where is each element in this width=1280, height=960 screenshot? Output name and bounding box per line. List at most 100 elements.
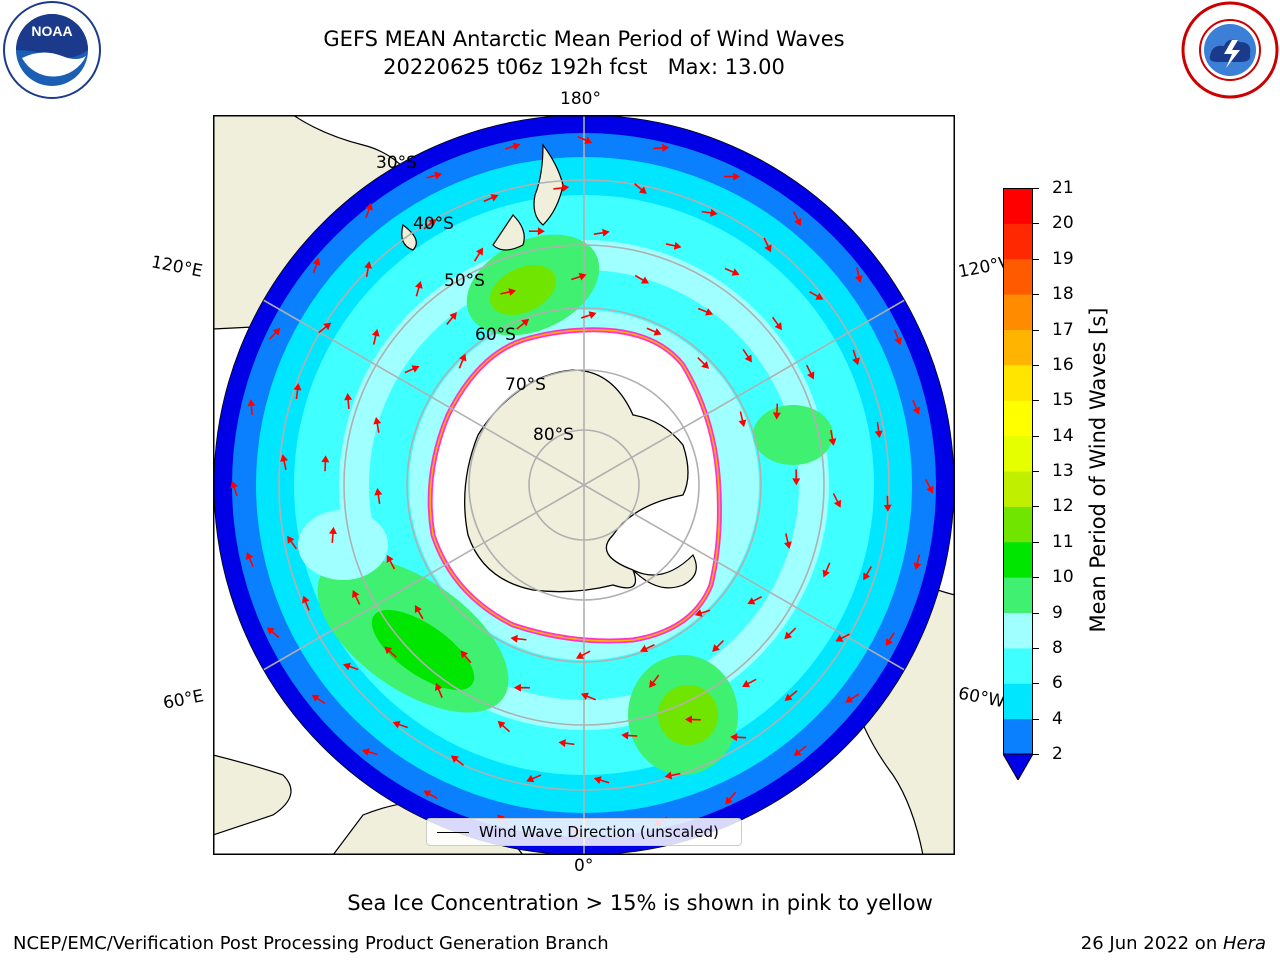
wind-wave-arrow <box>460 650 472 664</box>
colorbar-tick-mark <box>1033 683 1039 685</box>
colorbar-segment <box>1003 577 1033 613</box>
colorbar-segment <box>1003 188 1033 224</box>
lon-label-0: 0° <box>574 856 594 876</box>
wind-wave-arrow <box>312 257 321 274</box>
wind-wave-arrow <box>553 183 570 192</box>
colorbar-segment <box>1003 258 1033 295</box>
wind-wave-arrow <box>742 678 757 688</box>
wind-wave-arrow <box>423 790 438 800</box>
wind-wave-arrow <box>912 399 921 415</box>
wind-wave-arrow <box>664 771 681 780</box>
lon-label-60w: 60°W <box>956 683 1007 713</box>
colorbar-tick-mark <box>1033 223 1039 225</box>
wind-wave-arrow <box>516 318 530 330</box>
wind-wave-arrow <box>230 480 238 497</box>
lon-label-180: 180° <box>560 89 601 109</box>
wind-wave-arrow <box>280 454 288 471</box>
wind-wave-arrow <box>822 562 831 578</box>
wind-wave-arrow <box>500 288 517 296</box>
credit-host: Hera <box>1222 933 1266 954</box>
colorbar-tick-mark <box>1033 329 1039 331</box>
wind-wave-arrow <box>373 416 382 433</box>
colorbar-tick-label: 14 <box>1052 425 1074 446</box>
wind-wave-arrow <box>504 142 521 151</box>
sea-ice-note: Sea Ice Concentration > 15% is shown in … <box>347 891 933 915</box>
wind-wave-arrow <box>742 348 752 363</box>
colorbar-segment <box>1003 223 1033 260</box>
wind-wave-arrow <box>893 329 902 346</box>
wind-wave-arrow <box>725 791 737 805</box>
chart-subtitle: 20220625 t06z 192h fcst Max: 13.00 <box>383 55 785 79</box>
wind-wave-arrow <box>793 745 807 757</box>
wind-wave-arrow <box>352 589 361 605</box>
wind-wave-arrow <box>404 365 420 374</box>
colorbar-tick-label: 15 <box>1052 390 1074 411</box>
wind-wave-arrow <box>730 733 747 742</box>
colorbar-tick-label: 11 <box>1052 531 1074 552</box>
wind-wave-arrow <box>771 316 782 331</box>
colorbar-tick-label: 2 <box>1052 744 1063 764</box>
wind-wave-arrow <box>302 595 310 611</box>
wind-wave-arrow <box>925 478 934 494</box>
colorbar-tick-label: 19 <box>1052 248 1074 269</box>
wind-wave-arrow <box>783 533 792 549</box>
colorbar-segment <box>1003 294 1033 330</box>
wind-wave-arrow <box>483 194 499 203</box>
wind-wave-arrow <box>639 644 655 653</box>
colorbar-extend-triangle <box>1003 753 1033 780</box>
colorbar-tick-mark <box>1033 294 1039 296</box>
wind-wave-arrow <box>738 411 747 428</box>
colorbar <box>1003 188 1033 780</box>
colorbar-tick-mark <box>1033 754 1039 755</box>
legend-line-icon <box>437 832 469 833</box>
colorbar-tick-mark <box>1033 647 1039 649</box>
colorbar-tick-mark <box>1033 541 1039 543</box>
wind-wave-arrow <box>724 172 741 181</box>
wind-wave-arrow <box>649 674 660 688</box>
wind-wave-arrow <box>328 526 337 543</box>
wind-wave-arrow <box>792 469 801 486</box>
wind-wave-arrow <box>712 639 725 652</box>
credit-right: 26 Jun 2022 on Hera <box>1081 933 1266 954</box>
colorbar-tick-label: 20 <box>1052 213 1074 234</box>
map-legend: Wind Wave Direction (unscaled) <box>426 818 742 846</box>
wind-wave-arrow <box>747 596 763 605</box>
wind-wave-arrow <box>577 135 593 144</box>
colorbar-tick-label: 6 <box>1052 673 1063 694</box>
wind-wave-arrow <box>361 748 378 756</box>
wind-wave-arrow <box>665 241 682 250</box>
wind-wave-arrow <box>287 535 297 550</box>
wind-wave-arrow <box>805 364 815 380</box>
wind-wave-arrow <box>423 218 437 230</box>
wind-wave-arrow <box>293 383 302 400</box>
lat-label-70s: 70°S <box>505 375 546 395</box>
colorbar-segment <box>1003 541 1033 578</box>
wind-wave-arrow <box>365 202 373 219</box>
colorbar-segment <box>1003 612 1033 649</box>
national-weather-service-logo-icon <box>1181 1 1279 99</box>
colorbar-tick-mark <box>1033 577 1039 579</box>
chart-title: GEFS MEAN Antarctic Mean Period of Wind … <box>323 27 845 51</box>
wind-wave-arrow <box>828 429 837 446</box>
wind-wave-arrow <box>384 646 397 658</box>
colorbar-segment <box>1003 364 1033 401</box>
wind-wave-arrow <box>883 495 892 512</box>
polar-map <box>213 115 955 855</box>
wind-wave-arrow <box>832 493 842 508</box>
wind-wave-arrow <box>371 328 380 345</box>
wind-wave-arrow <box>575 650 591 659</box>
new-zealand-south-land <box>492 214 525 251</box>
wind-wave-arrow <box>792 211 802 226</box>
wind-wave-arrow <box>724 267 740 276</box>
noaa-logo-icon: NOAA <box>3 1 101 99</box>
wind-wave-arrow <box>526 774 542 783</box>
wind-wave-arrow <box>653 143 670 152</box>
wind-wave-arrow <box>835 633 851 642</box>
wind-wave-arrow <box>374 488 383 504</box>
colorbar-tick-label: 9 <box>1052 602 1063 623</box>
wind-wave-arrow <box>446 312 457 325</box>
lat-label-60s: 60°S <box>475 325 516 345</box>
colorbar-tick-mark <box>1033 435 1039 437</box>
colorbar-segment <box>1003 683 1033 720</box>
colorbar-tick-label: 12 <box>1052 496 1074 517</box>
